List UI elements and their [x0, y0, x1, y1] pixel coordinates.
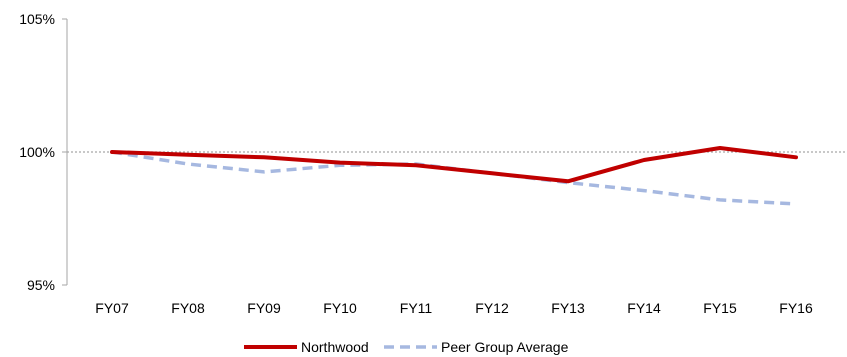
x-tick-label: FY15: [703, 300, 737, 316]
legend-label-peer-group-average: Peer Group Average: [441, 339, 569, 355]
x-tick-label: FY16: [779, 300, 813, 316]
axes: 95% 100% 105% FY07 FY08 FY09 FY10 FY11 FY12 FY13 F…: [19, 11, 813, 316]
x-tick-label: FY07: [95, 300, 129, 316]
x-tick-label: FY14: [627, 300, 661, 316]
y-tick-label: 100%: [19, 144, 55, 160]
x-tick-label: FY13: [551, 300, 585, 316]
series-line-northwood: [110, 146, 798, 184]
legend-label-northwood: Northwood: [301, 339, 369, 355]
series-line-peer-group-average: [111, 150, 797, 206]
x-tick-label: FY10: [323, 300, 357, 316]
x-tick-label: FY12: [475, 300, 509, 316]
x-tick-label: FY08: [171, 300, 205, 316]
series-lines: [110, 146, 798, 206]
legend: Northwood Peer Group Average: [244, 339, 569, 355]
y-tick-label: 105%: [19, 11, 55, 27]
x-tick-label: FY09: [247, 300, 281, 316]
y-tick-label: 95%: [27, 277, 55, 293]
x-tick-label: FY11: [400, 300, 433, 316]
